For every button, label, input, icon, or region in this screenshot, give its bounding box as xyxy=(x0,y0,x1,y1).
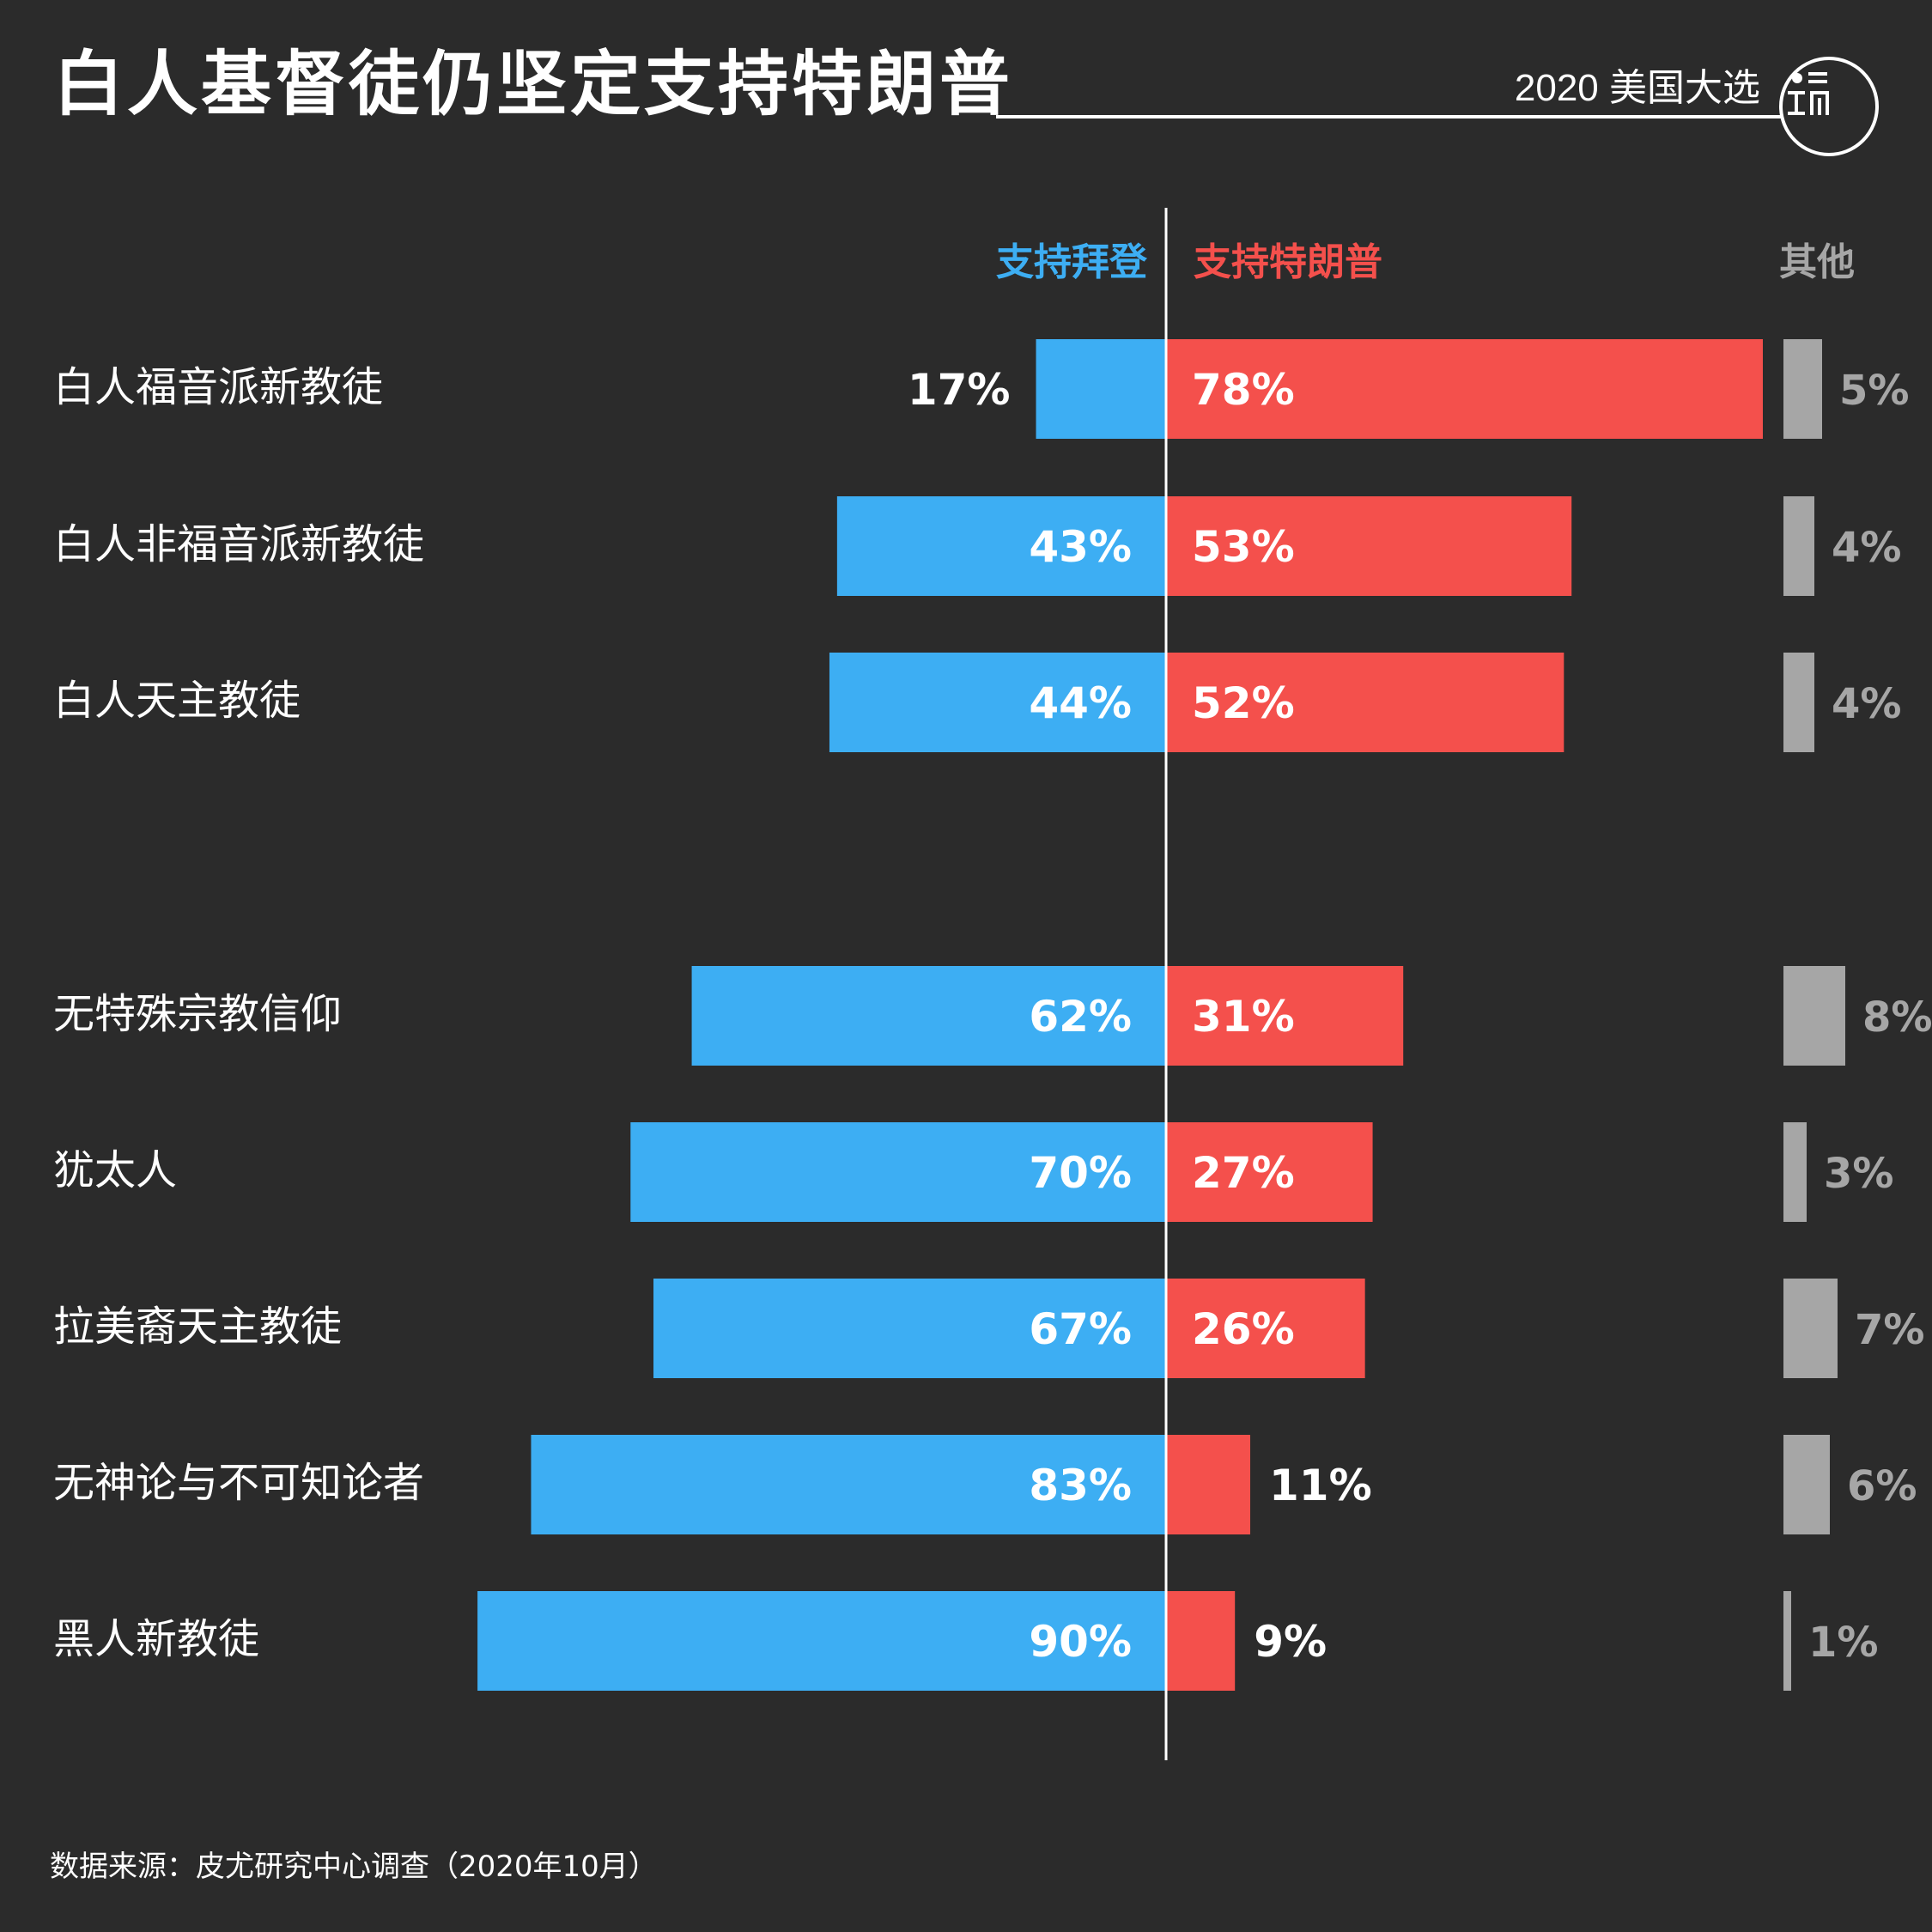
value-label-other: 3% xyxy=(1824,1150,1894,1198)
value-label-biden: 62% xyxy=(1029,992,1132,1042)
category-label: 拉美裔天主教徒 xyxy=(53,1303,342,1351)
value-label-biden: 17% xyxy=(908,365,1011,415)
value-label-trump: 9% xyxy=(1254,1617,1327,1667)
value-label-trump: 53% xyxy=(1192,522,1295,572)
legend-biden: 支持拜登 xyxy=(996,240,1148,284)
value-label-biden: 44% xyxy=(1029,678,1132,728)
legend-trump: 支持特朗普 xyxy=(1194,240,1382,284)
bar-trump xyxy=(1166,496,1572,596)
bar-biden xyxy=(653,1279,1166,1378)
value-label-trump: 27% xyxy=(1192,1148,1295,1198)
bar-other xyxy=(1783,339,1822,439)
category-label: 白人非福音派新教徒 xyxy=(53,520,424,568)
bar-other xyxy=(1783,653,1814,752)
value-label-other: 4% xyxy=(1832,524,1902,572)
bar-other xyxy=(1783,496,1814,596)
bar-other xyxy=(1783,966,1845,1066)
bar-other xyxy=(1783,1591,1791,1691)
value-label-other: 7% xyxy=(1855,1306,1925,1354)
value-label-other: 8% xyxy=(1862,993,1932,1042)
bar-biden xyxy=(531,1435,1166,1534)
bar-trump xyxy=(1166,1435,1251,1534)
title-rule xyxy=(996,115,1782,118)
category-label: 白人天主教徒 xyxy=(53,677,301,725)
bar-trump xyxy=(1166,1122,1373,1222)
value-label-biden: 90% xyxy=(1029,1617,1132,1667)
value-label-other: 6% xyxy=(1847,1462,1917,1510)
value-label-biden: 43% xyxy=(1029,522,1132,572)
category-label: 无神论与不可知论者 xyxy=(53,1459,424,1507)
value-label-trump: 11% xyxy=(1269,1461,1372,1510)
bar-other xyxy=(1783,1435,1830,1534)
bar-other xyxy=(1783,1122,1807,1222)
source-note: 数据来源：皮尤研究中心调查（2020年10月） xyxy=(50,1850,658,1884)
bar-trump xyxy=(1166,339,1763,439)
value-label-other: 4% xyxy=(1832,680,1902,728)
bar-trump xyxy=(1166,1591,1236,1691)
bar-biden xyxy=(477,1591,1166,1691)
chart-title: 白人基督徒仍坚定支持特朗普 xyxy=(53,44,1014,125)
bar-biden xyxy=(691,966,1166,1066)
bar-biden xyxy=(1036,339,1166,439)
value-label-biden: 83% xyxy=(1029,1461,1132,1510)
category-label: 犹太人 xyxy=(53,1146,177,1194)
category-label: 无特殊宗教信仰 xyxy=(53,990,342,1038)
value-label-trump: 52% xyxy=(1192,678,1295,728)
diverging-bar-chart: 支持拜登 支持特朗普 其他 白人福音派新教徒 17% 78% 5% 白人非福音派新教徒 43%… xyxy=(53,208,1932,1760)
bar-biden xyxy=(829,653,1166,752)
category-label: 白人福音派新教徒 xyxy=(53,363,383,411)
value-label-trump: 31% xyxy=(1192,992,1295,1042)
brand-logo-icon xyxy=(1779,57,1879,156)
legend-other: 其他 xyxy=(1779,240,1855,284)
value-label-biden: 70% xyxy=(1029,1148,1132,1198)
bar-biden xyxy=(630,1122,1166,1222)
bar-trump xyxy=(1166,966,1404,1066)
value-label-trump: 78% xyxy=(1192,365,1295,415)
bar-trump xyxy=(1166,1279,1365,1378)
value-label-trump: 26% xyxy=(1192,1304,1295,1354)
election-badge: 2020 美国大选 xyxy=(1514,67,1760,109)
value-label-biden: 67% xyxy=(1029,1304,1132,1354)
value-label-other: 5% xyxy=(1839,367,1910,415)
value-label-other: 1% xyxy=(1808,1619,1879,1667)
bar-trump xyxy=(1166,653,1564,752)
category-label: 黑人新教徒 xyxy=(53,1615,259,1663)
bar-biden xyxy=(836,496,1166,596)
bar-other xyxy=(1783,1279,1838,1378)
